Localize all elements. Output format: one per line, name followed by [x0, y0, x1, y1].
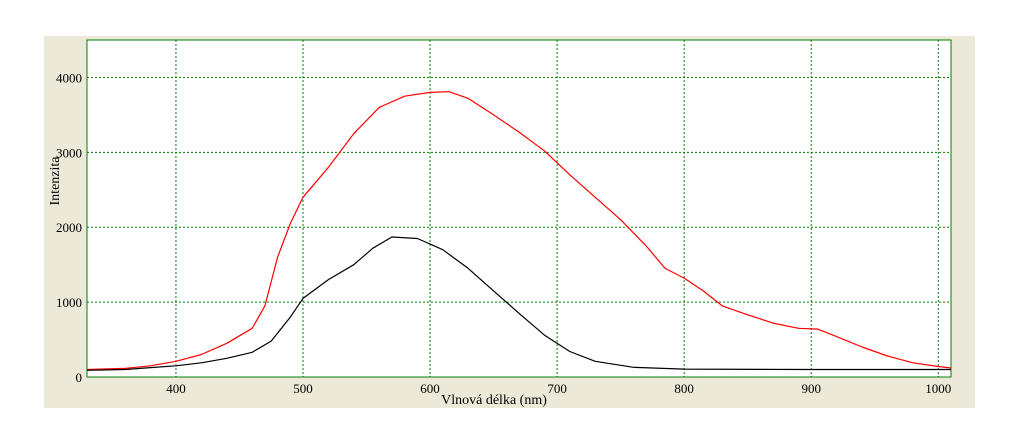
plot-area: [86, 39, 952, 378]
x-tick-label: 900: [801, 381, 821, 396]
y-tick-label: 0: [76, 370, 83, 385]
x-tick-label: 800: [674, 381, 694, 396]
y-tick-label: 1000: [56, 295, 82, 310]
x-tick-label: 600: [420, 381, 440, 396]
x-tick-label: 400: [166, 381, 186, 396]
grid: [87, 40, 951, 377]
x-tick-label: 700: [547, 381, 567, 396]
series-layer: [86, 91, 952, 371]
series-line-1: [86, 91, 952, 371]
tick-labels: 400 500 600 700 800 900 1000 0 1000 2000 3000 4000: [56, 70, 951, 396]
chart-panel: 400 500 600 700 800 900 1000 0 1000 2000 3000 4000 …: [44, 36, 975, 408]
y-axis-title: Intenzita: [48, 156, 63, 206]
line-chart: 400 500 600 700 800 900 100001000200030004000 …: [48, 39, 952, 408]
y-tick-label: 4000: [56, 70, 82, 85]
x-tick-label: 500: [293, 381, 313, 396]
x-tick-label: 1000: [925, 381, 951, 396]
y-tick-label: 2000: [56, 220, 82, 235]
series-line-2: [86, 236, 951, 371]
y-tick-label: 3000: [56, 145, 82, 160]
x-axis-title: Vlnová délka (nm): [441, 393, 547, 408]
